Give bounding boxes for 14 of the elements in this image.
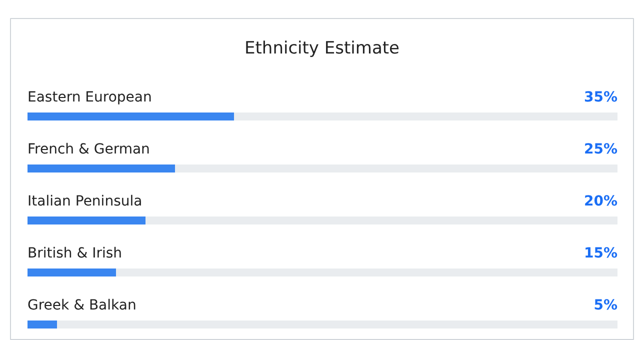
data-label: 5%	[594, 298, 618, 314]
bar	[28, 320, 57, 328]
bar	[28, 268, 116, 276]
data-label: 20%	[584, 194, 618, 210]
y-tick-label: French & German	[28, 142, 150, 158]
y-tick-label: British & Irish	[28, 246, 122, 262]
bar	[28, 216, 146, 224]
data-label: 25%	[584, 142, 618, 158]
chart-title: Ethnicity Estimate	[244, 38, 400, 58]
y-tick-label: Eastern European	[28, 90, 152, 106]
y-tick-label: Italian Peninsula	[28, 194, 142, 210]
data-label: 35%	[584, 90, 618, 106]
y-tick-label: Greek & Balkan	[28, 298, 136, 314]
data-label: 15%	[584, 246, 618, 262]
